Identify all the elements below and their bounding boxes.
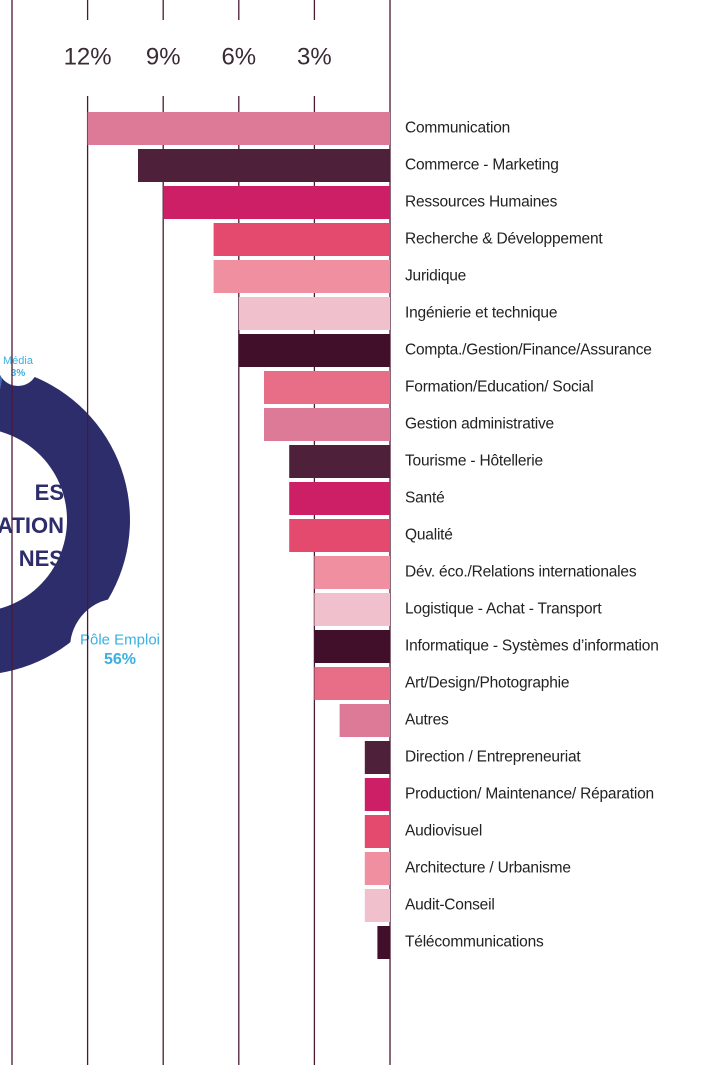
label-bubble: [70, 598, 170, 698]
category-label: Dév. éco./Relations internationales: [405, 564, 637, 581]
bar: [364, 741, 390, 774]
bar: [264, 371, 390, 404]
category-label: Logistique - Achat - Transport: [405, 601, 602, 618]
bar: [339, 704, 390, 737]
x-tick-label: 3%: [297, 43, 332, 70]
bar: [264, 408, 390, 441]
x-tick-label: 9%: [146, 43, 181, 70]
label-bubble: [0, 346, 38, 386]
donut-segment: [0, 367, 130, 673]
category-label: Juridique: [405, 268, 466, 285]
segment-label: Média: [3, 355, 34, 367]
center-text: ATION: [0, 513, 64, 538]
bar: [314, 593, 390, 626]
category-label: Communication: [405, 120, 510, 137]
category-label: Ingénierie et technique: [405, 305, 557, 322]
segment-value: 3%: [11, 368, 26, 379]
bar: [213, 223, 390, 256]
center-text: ES: [35, 480, 64, 505]
category-label: Production/ Maintenance/ Réparation: [405, 786, 654, 803]
category-label: Audiovisuel: [405, 823, 482, 840]
category-label: Direction / Entrepreneuriat: [405, 749, 581, 766]
category-label: Gestion administrative: [405, 416, 554, 433]
bar: [377, 926, 390, 959]
bar: [314, 556, 390, 589]
bar: [289, 482, 390, 515]
bar: [163, 186, 390, 219]
bar: [238, 297, 390, 330]
category-label: Tourisme - Hôtellerie: [405, 453, 543, 470]
category-label: Recherche & Développement: [405, 231, 603, 248]
category-label: Ressources Humaines: [405, 194, 558, 211]
category-label: Santé: [405, 490, 445, 507]
bar: [87, 112, 390, 145]
category-label: Commerce - Marketing: [405, 157, 559, 174]
category-label: Autres: [405, 712, 449, 729]
bar: [314, 667, 390, 700]
category-label: Audit-Conseil: [405, 897, 495, 914]
bar: [289, 519, 390, 552]
bar: [138, 149, 390, 182]
bar: [364, 778, 390, 811]
category-label: Formation/Education/ Social: [405, 379, 593, 396]
segment-label: Pôle Emploi: [80, 631, 160, 648]
x-tick-label: 6%: [221, 43, 256, 70]
category-label: Art/Design/Photographie: [405, 675, 569, 692]
bar: [314, 630, 390, 663]
bar: [213, 260, 390, 293]
category-label: Qualité: [405, 527, 453, 544]
bar: [364, 852, 390, 885]
center-text: NES: [19, 546, 64, 571]
segment-value: 56%: [104, 651, 136, 668]
category-label: Compta./Gestion/Finance/Assurance: [405, 342, 652, 359]
bar: [238, 334, 390, 367]
bar: [289, 445, 390, 478]
x-tick-label: 12%: [64, 43, 112, 70]
category-label: Architecture / Urbanisme: [405, 860, 571, 877]
category-label: Informatique - Systèmes d’information: [405, 638, 659, 655]
category-label: Télécommunications: [405, 934, 544, 951]
bar: [364, 815, 390, 848]
bar: [364, 889, 390, 922]
